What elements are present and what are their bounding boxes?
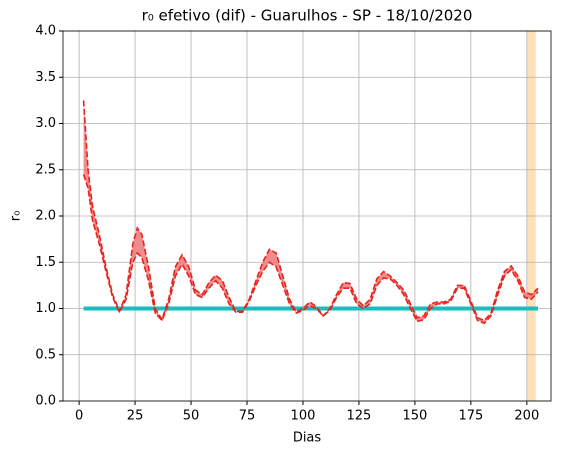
x-tick-label: 175 — [458, 409, 483, 424]
y-tick-label: 0.0 — [35, 394, 56, 409]
x-axis-label: Dias — [293, 431, 322, 446]
band — [83, 100, 539, 324]
y-tick-label: 4.0 — [35, 24, 56, 39]
y-tick-label: 3.5 — [35, 70, 56, 85]
x-tick-label: 50 — [183, 409, 200, 424]
x-tick-label: 150 — [402, 409, 427, 424]
plot-frame — [62, 30, 552, 402]
y-tick-label: 1.5 — [35, 255, 56, 270]
x-tick-label: 200 — [514, 409, 539, 424]
y-tick-label: 3.0 — [35, 116, 56, 131]
y-axis-label: r₀ — [9, 211, 24, 222]
y-tick-label: 2.5 — [35, 162, 56, 177]
x-tick-label: 125 — [347, 409, 372, 424]
y-tick-label: 2.0 — [35, 209, 56, 224]
x-tick-label: 100 — [291, 409, 316, 424]
x-tick-label: 75 — [239, 409, 256, 424]
series-line — [82, 174, 539, 325]
series-line — [82, 100, 539, 322]
x-tick-label: 25 — [127, 409, 144, 424]
y-tick-label: 1.0 — [35, 301, 56, 316]
y-tick-label: 0.5 — [35, 347, 56, 362]
x-tick-label: 0 — [75, 409, 83, 424]
chart-title: r₀ efetivo (dif) - Guarulhos - SP - 18/1… — [142, 7, 473, 25]
